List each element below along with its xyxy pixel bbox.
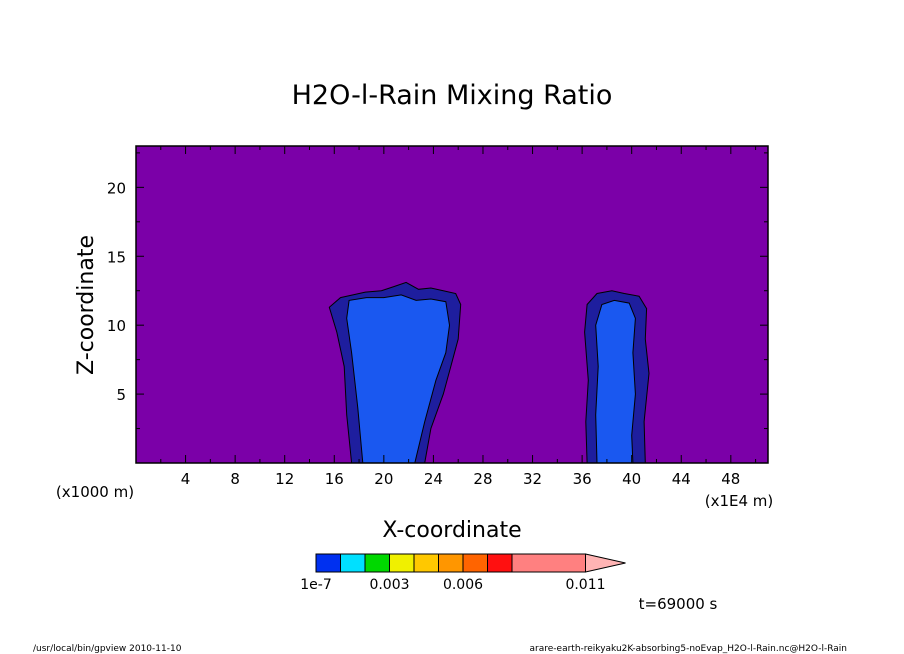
colorbar-swatch [487,553,513,573]
x-tick-label: 40 [622,470,641,488]
colorbar-swatch [438,553,464,573]
plot-frame [135,145,769,464]
colorbar-swatch [340,553,366,573]
colorbar-labels: 1e-7 0.003 0.006 0.011 [300,577,605,593]
footer-right: arare-earth-reikyaku2K-absorbing5-noEvap… [530,644,847,654]
colorbar-swatch [364,553,390,573]
column-2-inner-contour [595,299,636,464]
x-tick-label: 32 [523,470,542,488]
colorbar-swatch [413,553,439,573]
footer-left: /usr/local/bin/gpview 2010-11-10 [33,644,182,654]
colorbar-swatch [511,553,586,573]
x-tick-label: 20 [374,470,393,488]
x-tick-label: 44 [672,470,691,488]
x-tick-label: 48 [721,470,740,488]
x-tick-label: 8 [230,470,240,488]
y-axis-label: Z-coordinate [74,235,99,375]
colorbar-swatch [315,553,341,573]
x-axis-unit: (x1E4 m) [705,492,774,510]
x-tick-label: 12 [275,470,294,488]
y-tick-label: 20 [107,179,126,197]
colorbar-arrow [585,553,626,573]
colorbar-label: 0.011 [565,577,605,593]
time-label: t=69000 s [639,595,718,613]
colorbar-label: 0.006 [443,577,483,593]
colorbar-label: 0.003 [369,577,409,593]
colorbar-label: 1e-7 [300,577,331,593]
y-tick-label: 10 [107,317,126,335]
colorbar-swatch [462,553,488,573]
y-tick-label: 15 [107,248,126,266]
chart-title: H2O-l-Rain Mixing Ratio [292,80,613,111]
x-tick-label: 4 [181,470,191,488]
y-tick-label: 5 [116,386,126,404]
rain-columns [328,281,650,464]
x-tick-label: 16 [325,470,344,488]
x-axis-ticks: 4 8 12 16 20 24 28 32 36 40 44 48 [160,146,757,488]
column-1-inner-contour [346,294,451,464]
colorbar-swatch [389,553,415,573]
x-tick-label: 36 [573,470,592,488]
y-axis-ticks: 5 10 15 20 [107,152,768,430]
x-axis-label: X-coordinate [382,518,521,543]
x-tick-label: 24 [424,470,443,488]
x-tick-label: 28 [473,470,492,488]
y-axis-unit: (x1000 m) [56,483,134,501]
colorbar [315,553,626,573]
plot-area [135,145,769,464]
